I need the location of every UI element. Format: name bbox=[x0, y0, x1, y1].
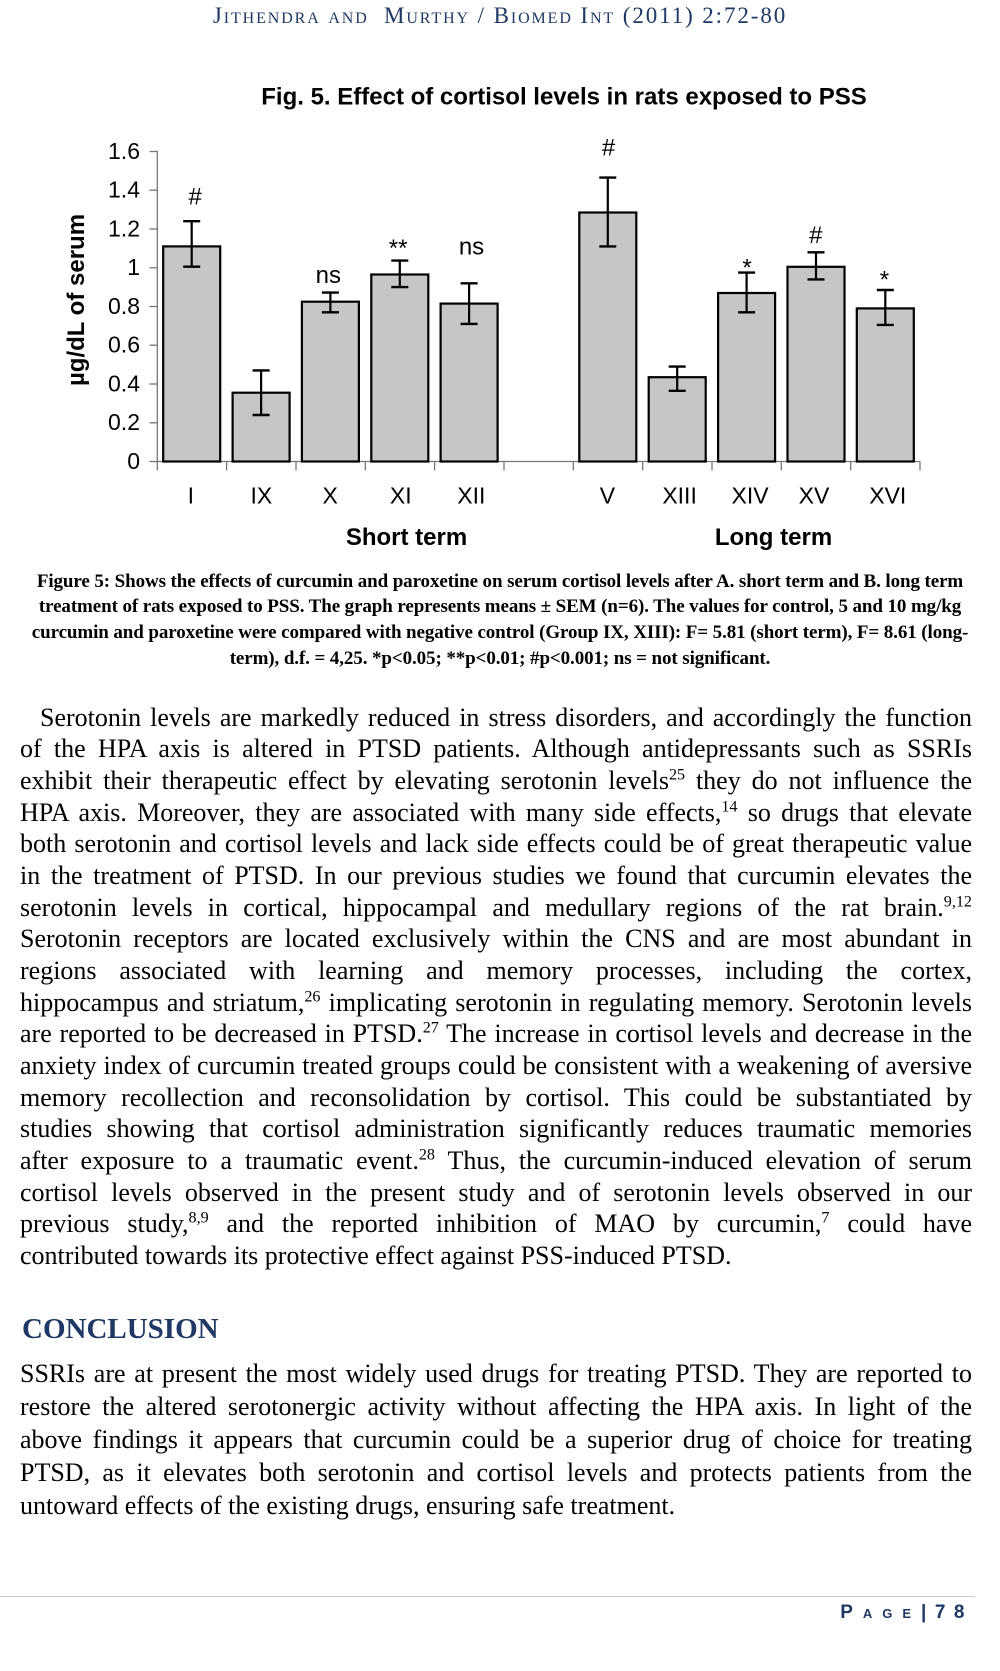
svg-text:IX: IX bbox=[251, 483, 273, 509]
svg-text:XI: XI bbox=[390, 483, 412, 509]
svg-text:X: X bbox=[323, 483, 338, 509]
svg-text:1.6: 1.6 bbox=[108, 138, 140, 164]
svg-text:XV: XV bbox=[799, 483, 830, 509]
svg-text:1.4: 1.4 bbox=[108, 177, 140, 203]
svg-text:*: * bbox=[880, 267, 889, 294]
svg-text:0.6: 0.6 bbox=[108, 332, 140, 358]
svg-text:**: ** bbox=[389, 235, 408, 262]
svg-text:#: # bbox=[602, 134, 616, 161]
svg-text:Fig. 5. Effect of cortisol lev: Fig. 5. Effect of cortisol levels in rat… bbox=[261, 83, 867, 110]
svg-text:0: 0 bbox=[127, 448, 140, 474]
svg-text:µg/dL of serum: µg/dL of serum bbox=[63, 214, 90, 386]
svg-text:ns: ns bbox=[316, 262, 341, 289]
svg-text:0.2: 0.2 bbox=[108, 409, 140, 435]
svg-text:Short term: Short term bbox=[346, 524, 467, 551]
svg-text:V: V bbox=[600, 483, 616, 509]
svg-text:#: # bbox=[809, 222, 823, 249]
svg-text:I: I bbox=[188, 483, 194, 509]
svg-text:*: * bbox=[742, 254, 751, 281]
svg-text:XVI: XVI bbox=[869, 483, 906, 509]
svg-text:0.8: 0.8 bbox=[108, 293, 140, 319]
svg-text:XIV: XIV bbox=[732, 483, 770, 509]
svg-text:1.2: 1.2 bbox=[108, 215, 140, 241]
svg-text:1: 1 bbox=[127, 254, 140, 280]
svg-text:#: # bbox=[189, 184, 203, 211]
svg-text:XIII: XIII bbox=[662, 483, 697, 509]
svg-text:Long term: Long term bbox=[715, 524, 832, 551]
svg-text:ns: ns bbox=[459, 233, 484, 260]
svg-text:XII: XII bbox=[457, 483, 485, 509]
svg-text:0.4: 0.4 bbox=[108, 370, 140, 396]
